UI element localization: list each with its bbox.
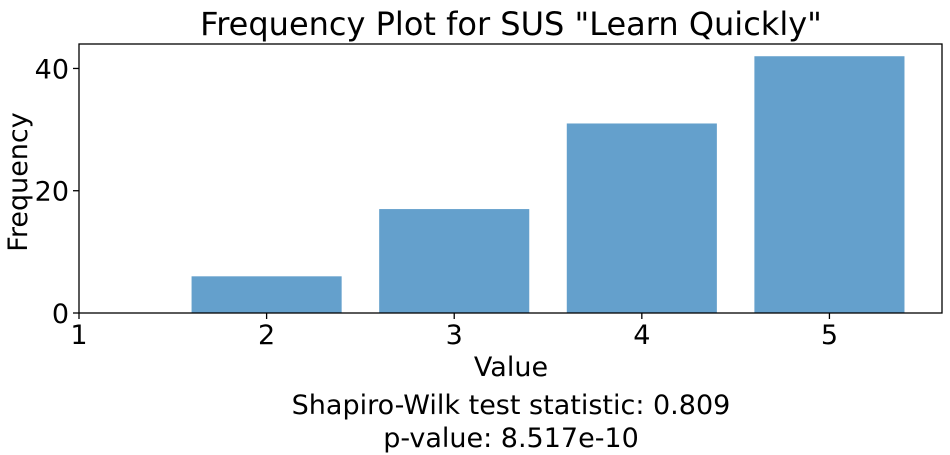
y-tick-label-20: 20 [35,177,69,208]
x-axis-label: Value [474,352,548,383]
y-tick-label-0: 0 [52,299,69,330]
plot-frame [78,43,943,314]
x-tick-label-3: 3 [446,320,463,351]
chart-title: Frequency Plot for SUS "Learn Quickly" [200,5,822,43]
y-axis-label: Frequency [3,112,34,252]
bar-4 [566,123,717,314]
x-tick-label-5: 5 [821,320,838,351]
x-tick-label-4: 4 [633,320,650,351]
shapiro-wilk-statistic: Shapiro-Wilk test statistic: 0.809 [292,390,731,421]
x-tick-label-1: 1 [70,320,87,351]
bar-2 [191,276,342,313]
y-tick-label-40: 40 [35,54,69,85]
x-tick-label-2: 2 [258,320,275,351]
plot-area: 1 2 3 4 5 0 20 40 [35,43,943,351]
p-value: p-value: 8.517e-10 [383,423,639,454]
bar-5 [754,56,905,314]
bar-3 [379,209,530,313]
